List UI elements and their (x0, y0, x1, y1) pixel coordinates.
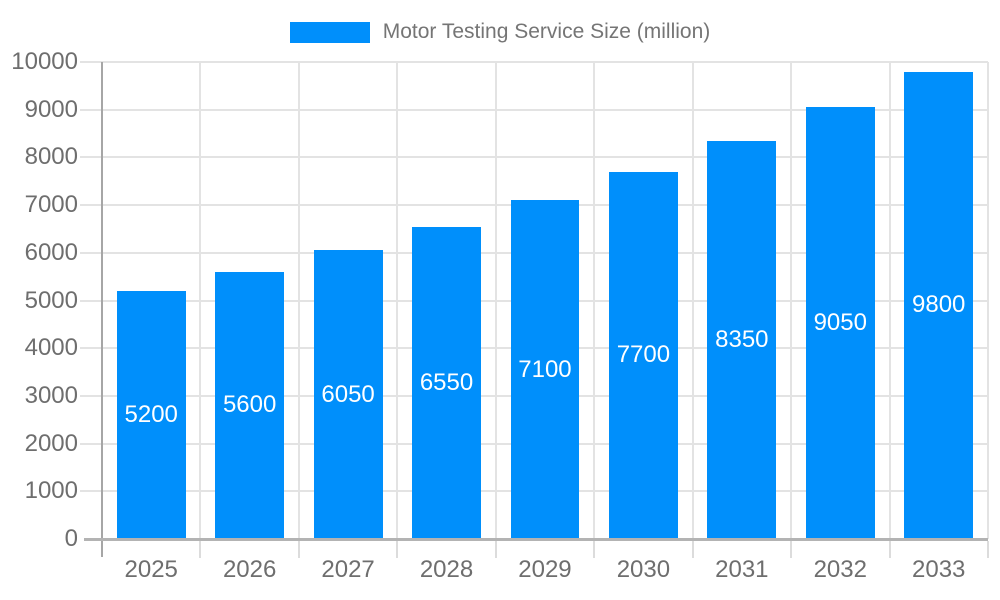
bar-value-label: 5600 (222, 391, 277, 419)
y-axis-tick (80, 394, 102, 397)
y-axis-tick (80, 347, 102, 350)
x-axis-tick (888, 541, 891, 558)
x-axis-ticks (102, 541, 989, 558)
v-gridline (593, 62, 596, 539)
y-axis-tick (80, 108, 102, 111)
v-gridline (987, 62, 989, 539)
y-axis-tick (80, 442, 102, 445)
y-axis-tick-label: 1000 (24, 477, 78, 505)
y-axis-tick-label: 9000 (24, 95, 78, 123)
legend-marker-swatch (289, 21, 370, 43)
v-gridline (199, 62, 202, 539)
bar-value-label: 7100 (518, 355, 572, 383)
bars: 5200 5600 6050 6550 7100 7700 8350 9050 9800 (102, 62, 988, 539)
y-axis-tick-label: 7000 (24, 191, 78, 219)
bar-value-label: 9800 (912, 291, 966, 319)
bar: 7100 (510, 200, 580, 539)
y-axis-tick (80, 204, 102, 207)
x-axis-tick (494, 541, 497, 558)
y-axis-tick (80, 156, 102, 159)
y-axis-labels: 0 1000 2000 3000 4000 5000 6000 7000 8000 9000 100… (0, 48, 78, 552)
v-gridline (691, 62, 694, 539)
y-axis-tick-label: 10000 (11, 48, 78, 75)
x-axis-category-label: 2028 (419, 556, 474, 583)
y-axis-tick-label: 2000 (24, 429, 78, 457)
y-axis-tick-label: 5000 (24, 286, 78, 314)
bar: 8350 (707, 140, 777, 539)
bar-slot: 5600 (200, 62, 298, 539)
x-axis-tick (199, 541, 202, 558)
bar: 5600 (215, 271, 285, 539)
v-gridline (790, 62, 793, 539)
bar-slot: 5200 (102, 62, 200, 539)
bar-value-label: 6550 (419, 368, 474, 396)
y-axis-ticks (80, 61, 102, 539)
y-axis-tick-label: 6000 (24, 238, 78, 266)
y-axis-tick (80, 251, 102, 254)
bar: 6550 (412, 226, 481, 539)
bar-slot: 9050 (791, 62, 889, 539)
v-gridline (888, 62, 891, 539)
bar: 7700 (608, 171, 678, 539)
bar-slot: 8350 (693, 62, 791, 539)
x-axis-tick (987, 541, 989, 558)
bar: 6050 (313, 250, 383, 539)
bar-slot: 6050 (299, 62, 397, 539)
v-gridline (494, 62, 497, 539)
y-axis-tick (80, 61, 102, 63)
v-gridline (297, 62, 300, 539)
bar: 9800 (904, 71, 974, 539)
plot-area: 5200 5600 6050 6550 7100 7700 8350 9050 9800 (102, 61, 989, 539)
y-axis-tick-label: 3000 (24, 381, 78, 409)
bar-value-label: 7700 (616, 341, 671, 369)
y-axis-tick-label: 0 (64, 525, 78, 552)
bar-slot: 7100 (496, 62, 594, 539)
y-axis-tick (80, 299, 102, 302)
x-axis-category-label: 2031 (715, 556, 769, 583)
x-axis-tick (593, 541, 596, 558)
h-gridline (102, 61, 988, 63)
x-axis-category-label: 2026 (222, 556, 277, 583)
x-axis-tick (691, 541, 694, 558)
x-axis-category-label: 2025 (124, 556, 178, 583)
y-axis-tick (80, 490, 102, 493)
bar: 9050 (805, 107, 875, 539)
x-axis-line (84, 538, 988, 541)
x-axis-category-label: 2030 (616, 556, 671, 583)
y-axis-tick-label: 4000 (24, 334, 78, 362)
bar-value-label: 9050 (813, 309, 867, 337)
y-axis-line (101, 62, 103, 557)
bar-value-label: 5200 (124, 400, 178, 428)
x-axis-tick (297, 541, 300, 558)
x-axis-tick (396, 541, 399, 558)
bar: 5200 (116, 290, 186, 539)
x-axis-tick (790, 541, 793, 558)
x-axis-category-label: 2032 (813, 556, 867, 583)
legend[interactable]: Motor Testing Service Size (million) (0, 20, 1000, 44)
y-axis-tick-label: 8000 (24, 143, 78, 171)
x-axis-category-label: 2033 (912, 556, 966, 583)
h-gridline (102, 156, 988, 159)
bar-slot: 6550 (397, 62, 495, 539)
bar-slot: 9800 (890, 62, 988, 539)
x-axis-labels: 2025 2026 2027 2028 2029 2030 2031 2032 2033 (102, 556, 988, 584)
x-axis-category-label: 2029 (518, 556, 572, 583)
legend-label: Motor Testing Service Size (million) (382, 20, 711, 43)
bar-value-label: 8350 (715, 325, 769, 353)
v-gridlines (102, 62, 989, 539)
h-gridline (102, 108, 988, 111)
bar-slot: 7700 (594, 62, 692, 539)
bar-value-label: 6050 (321, 380, 375, 408)
x-axis-category-label: 2027 (321, 556, 375, 583)
v-gridline (396, 62, 399, 539)
